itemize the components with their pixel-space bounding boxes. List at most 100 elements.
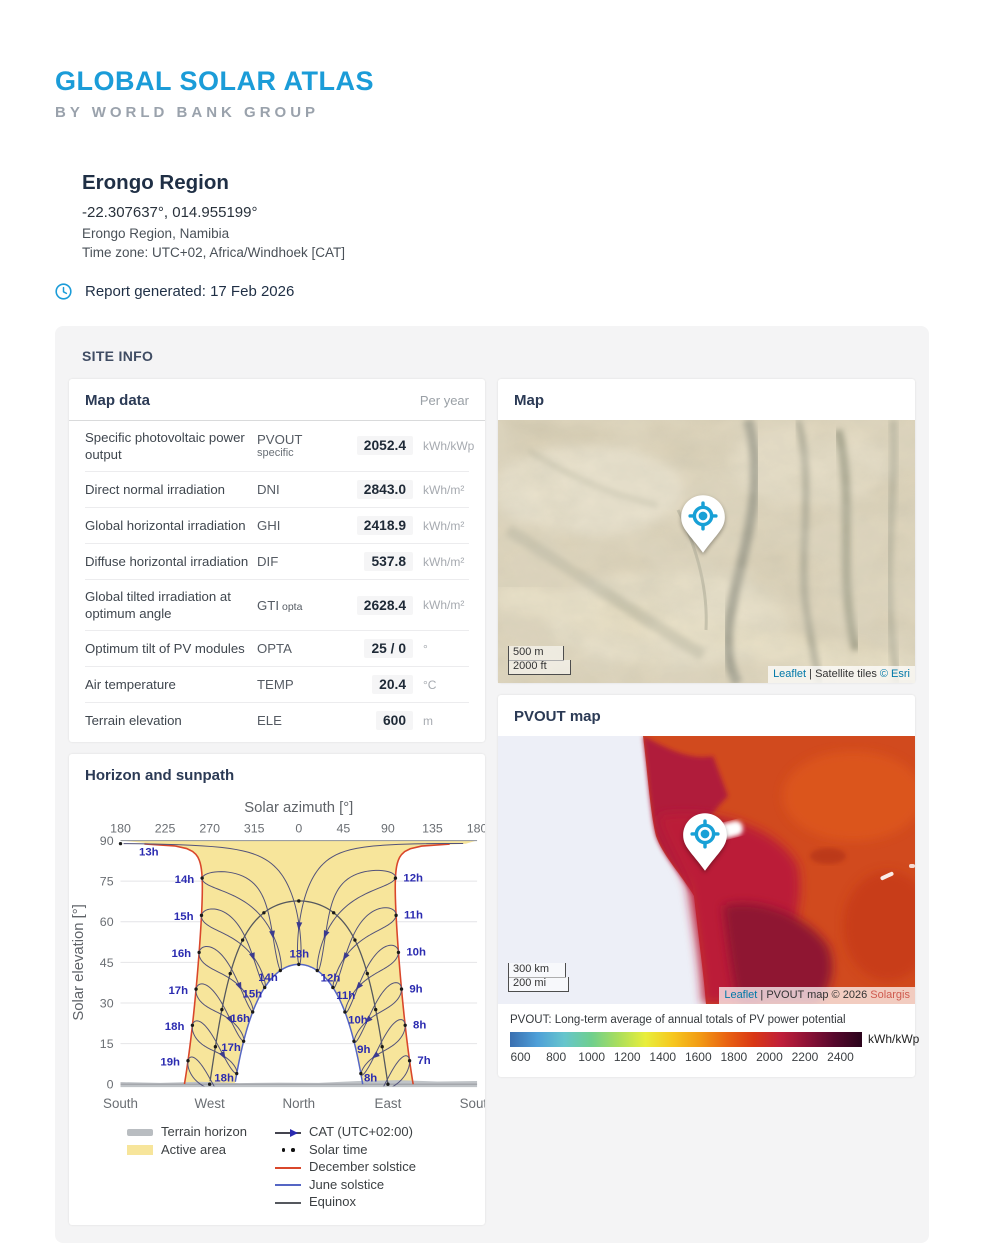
parameter-value: 2628.4 [356,595,413,615]
svg-text:45: 45 [336,822,350,836]
svg-text:180: 180 [110,822,131,836]
svg-text:13h: 13h [290,949,310,961]
colorbar-tick: 2000 [756,1049,783,1064]
legend-item: Solar time [275,1142,416,1159]
parameter-code: OPTA [257,641,292,657]
parameter-label: Global horizontal irradiation [85,518,246,534]
svg-text:15h: 15h [242,989,262,1001]
parameter-code: ELE [257,713,282,729]
table-row: Direct normal irradiation DNI 2843.0 kWh… [85,472,469,509]
location-pin-icon[interactable] [680,494,726,554]
svg-text:45: 45 [100,956,114,970]
svg-text:16h: 16h [230,1013,250,1025]
parameter-unit: kWh/m² [423,598,465,613]
parameter-label: Specific photovoltaic power output [85,429,245,462]
pvout-colorbar [510,1031,862,1047]
table-row: Diffuse horizontal irradiation DIF 537.8… [85,544,469,581]
svg-text:135: 135 [422,822,443,836]
leaflet-link[interactable]: Leaflet [773,667,807,680]
parameter-unit: ° [423,641,428,656]
colorbar-tick: 1600 [684,1049,712,1064]
parameter-unit: m [423,713,433,728]
pvout-map[interactable]: 300 km 200 mi Leaflet | PVOUT map © 2026… [498,735,915,1004]
map-data-table: Specific photovoltaic power output PVOUT… [69,421,485,743]
cat-swatch [275,1128,301,1137]
parameter-value: 25 / 0 [364,639,413,659]
legend-item: December solstice [275,1159,416,1176]
legend-label: Active area [161,1141,227,1157]
svg-text:30: 30 [100,997,114,1011]
svg-text:18h: 18h [214,1073,234,1085]
svg-text:11h: 11h [336,990,355,1002]
parameter-unit: kWh/m² [423,518,465,533]
svg-text:8h: 8h [364,1073,377,1085]
parameter-unit: kWh/kWp [423,438,475,453]
pvout-legend-unit: kWh/kWp [868,1032,920,1047]
table-row: Terrain elevation ELE 600 m [85,703,469,738]
map-data-card: Map data Per year Specific photovoltaic … [69,378,485,743]
svg-text:15h: 15h [174,911,194,923]
satellite-terrain-art [498,419,915,683]
map-data-title: Map data [85,391,151,409]
line-dark-swatch [275,1201,301,1204]
satellite-map[interactable]: 500 m 2000 ft Leaflet | Satellite tiles … [498,419,915,683]
parameter-code: DNI [257,482,280,498]
site-info-panel: SITE INFO Map data Per year Specific pho… [55,325,929,1243]
svg-text:11h: 11h [404,910,423,922]
map-card: Map [498,378,915,683]
line-blue-swatch [275,1184,301,1186]
clock-icon [55,283,72,300]
map-scale-control: 300 km 200 mi [508,963,569,992]
table-row: Optimum tilt of PV modules OPTA 25 / 0 ° [85,631,469,668]
legend-label: CAT (UTC+02:00) [309,1124,413,1140]
svg-text:West: West [195,1096,225,1111]
parameter-label: Direct normal irradiation [85,482,225,498]
parameter-value: 600 [375,711,413,731]
pvout-legend: PVOUT: Long-term average of annual total… [498,1004,919,1077]
parameter-code: PVOUT specific [257,432,341,459]
colorbar-tick: 1200 [613,1049,641,1064]
per-year-label: Per year [419,392,469,408]
svg-text:270: 270 [199,822,220,836]
dots-swatch [275,1148,301,1152]
svg-text:90: 90 [381,822,395,836]
legend-label: Equinox [309,1194,356,1210]
solargis-link[interactable]: Solargis [870,988,910,1001]
active-swatch [127,1145,153,1155]
legend-item: Terrain horizon [127,1124,247,1141]
scale-metric: 500 m [508,646,564,662]
scale-imperial: 2000 ft [508,659,571,675]
svg-text:Solar azimuth [°]: Solar azimuth [°] [244,800,353,816]
svg-text:0: 0 [295,822,302,836]
parameter-value: 537.8 [364,552,413,572]
svg-text:18h: 18h [165,1021,185,1033]
site-summary: Erongo Region -22.307637°, 014.955199° E… [82,171,984,263]
parameter-label: Air temperature [85,677,176,693]
legend-item: Equinox [275,1194,416,1211]
location-pin-icon[interactable] [682,812,728,872]
esri-link[interactable]: © Esri [879,667,910,680]
svg-text:12h: 12h [403,873,423,885]
colorbar-tick: 2200 [791,1049,819,1064]
parameter-value: 2843.0 [356,480,413,500]
svg-text:9h: 9h [357,1044,370,1056]
leaflet-link[interactable]: Leaflet [724,988,758,1001]
parameter-unit: kWh/m² [423,554,465,569]
app-title: GLOBAL SOLAR ATLAS [55,66,374,96]
svg-text:10h: 10h [348,1015,368,1027]
app-header: GLOBAL SOLAR ATLAS BY WORLD BANK GROUP [0,0,984,121]
colorbar-tick: 1800 [720,1049,748,1064]
svg-text:0: 0 [107,1078,114,1092]
parameter-label: Terrain elevation [85,713,182,729]
svg-text:South: South [103,1096,138,1111]
parameter-label: Optimum tilt of PV modules [85,641,245,657]
colorbar-tick: 1000 [578,1049,606,1064]
svg-text:7h: 7h [417,1055,430,1067]
pvout-map-art [498,735,915,1004]
parameter-code: GTI opta [257,597,303,613]
parameter-unit: kWh/m² [423,482,465,497]
app-subtitle: BY WORLD BANK GROUP [55,104,320,121]
pvout-map-card: PVOUT map [498,694,919,1077]
site-name: Erongo Region [82,171,229,194]
